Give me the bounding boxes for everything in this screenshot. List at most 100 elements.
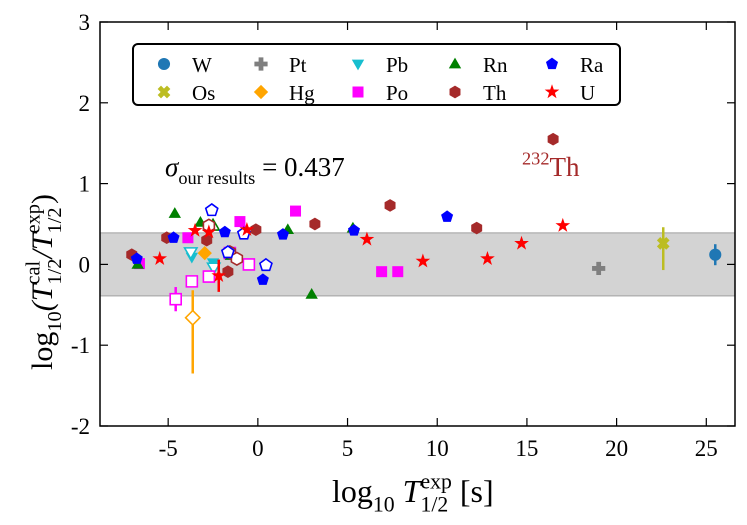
point	[202, 270, 216, 283]
point	[187, 222, 203, 237]
legend-marker	[253, 84, 269, 100]
label-part: cal	[22, 260, 44, 284]
label-part: 1/2	[44, 259, 66, 285]
label-part: [s]	[452, 473, 494, 509]
label-part: = 0.437	[255, 152, 344, 182]
x-tick-label: -5	[159, 436, 178, 461]
label-part: exp	[420, 470, 452, 494]
point	[309, 217, 321, 231]
x-tick-label: 20	[605, 436, 628, 461]
point	[592, 261, 606, 276]
y-tick-label: 3	[79, 10, 91, 35]
point	[415, 253, 431, 268]
point	[184, 309, 202, 327]
point	[197, 245, 212, 261]
label-part: )	[26, 194, 59, 204]
rich-label: log10 Texp 1/2 [s]	[332, 470, 494, 517]
point	[211, 268, 227, 282]
point	[547, 132, 559, 146]
label-part: (T	[26, 282, 59, 311]
label-part: 10	[373, 493, 395, 517]
point	[441, 210, 454, 222]
x-tick-label: 0	[252, 436, 264, 461]
label-part: exp	[22, 204, 44, 233]
legend-label: Hg	[289, 81, 315, 105]
legend-label: Po	[386, 81, 408, 105]
legend-marker	[544, 84, 560, 99]
point	[152, 251, 168, 265]
label-part: log	[26, 332, 59, 370]
point	[392, 266, 404, 278]
point	[182, 232, 194, 244]
x-tick-label: 10	[426, 436, 449, 461]
point	[656, 237, 670, 250]
label-part: our results	[178, 168, 255, 188]
legend-box	[132, 43, 621, 106]
x-tick-label: 15	[515, 436, 538, 461]
label-part: log	[332, 473, 373, 509]
legend-marker	[449, 85, 461, 99]
point	[376, 266, 388, 278]
point	[130, 252, 143, 264]
legend-marker	[157, 57, 171, 71]
point	[185, 275, 199, 288]
x-tick-label: 25	[695, 436, 718, 461]
label-part: 232	[522, 149, 550, 169]
y-tick-label: 0	[79, 252, 91, 277]
legend-label: Th	[483, 81, 507, 105]
legend-label: Pb	[386, 53, 408, 77]
point	[276, 228, 289, 240]
legend-marker	[254, 57, 268, 71]
point	[168, 207, 181, 218]
point	[290, 205, 302, 217]
legend-marker	[157, 85, 171, 99]
label-part: 10	[44, 311, 66, 331]
point	[204, 202, 219, 217]
legend-label: U	[580, 81, 595, 105]
point	[514, 235, 529, 250]
point	[305, 287, 318, 299]
label-part: σ	[165, 152, 180, 182]
label-part: 1/2	[44, 207, 66, 233]
legend-label: Ra	[580, 53, 604, 77]
point	[183, 247, 199, 261]
label-part: 1/2	[420, 493, 448, 517]
point	[169, 292, 182, 306]
legend-marker	[448, 57, 462, 69]
x-tick-label: 5	[342, 436, 354, 461]
legend-marker	[351, 59, 365, 71]
point	[220, 244, 235, 259]
point	[201, 233, 213, 247]
point	[201, 224, 217, 239]
rich-label: log10(Tcal1/2/Texp1/2)	[22, 194, 66, 370]
point	[206, 262, 222, 276]
plot-frame	[99, 21, 736, 427]
legend-label: Rn	[483, 53, 508, 77]
point	[222, 265, 234, 278]
legend-label: Pt	[289, 53, 307, 77]
label-part: T	[395, 473, 423, 509]
point	[480, 251, 495, 265]
rich-label: σour results = 0.437	[165, 152, 345, 188]
point	[709, 248, 722, 261]
point	[555, 217, 571, 232]
point	[218, 225, 231, 238]
point	[250, 223, 262, 236]
y-tick-label: -1	[71, 333, 90, 358]
point	[384, 199, 396, 212]
point	[258, 257, 273, 272]
legend-marker	[352, 86, 364, 98]
y-tick-label: -2	[71, 414, 90, 439]
label-part: /T	[26, 231, 59, 260]
legend-label: Os	[192, 81, 215, 105]
point	[242, 258, 256, 271]
y-tick-label: 1	[79, 172, 91, 197]
rich-label: 232Th	[522, 149, 580, 182]
point	[359, 231, 375, 246]
y-tick-label: 2	[79, 91, 91, 116]
point	[239, 221, 255, 236]
point	[256, 273, 269, 285]
point	[347, 224, 361, 236]
point	[167, 231, 180, 243]
